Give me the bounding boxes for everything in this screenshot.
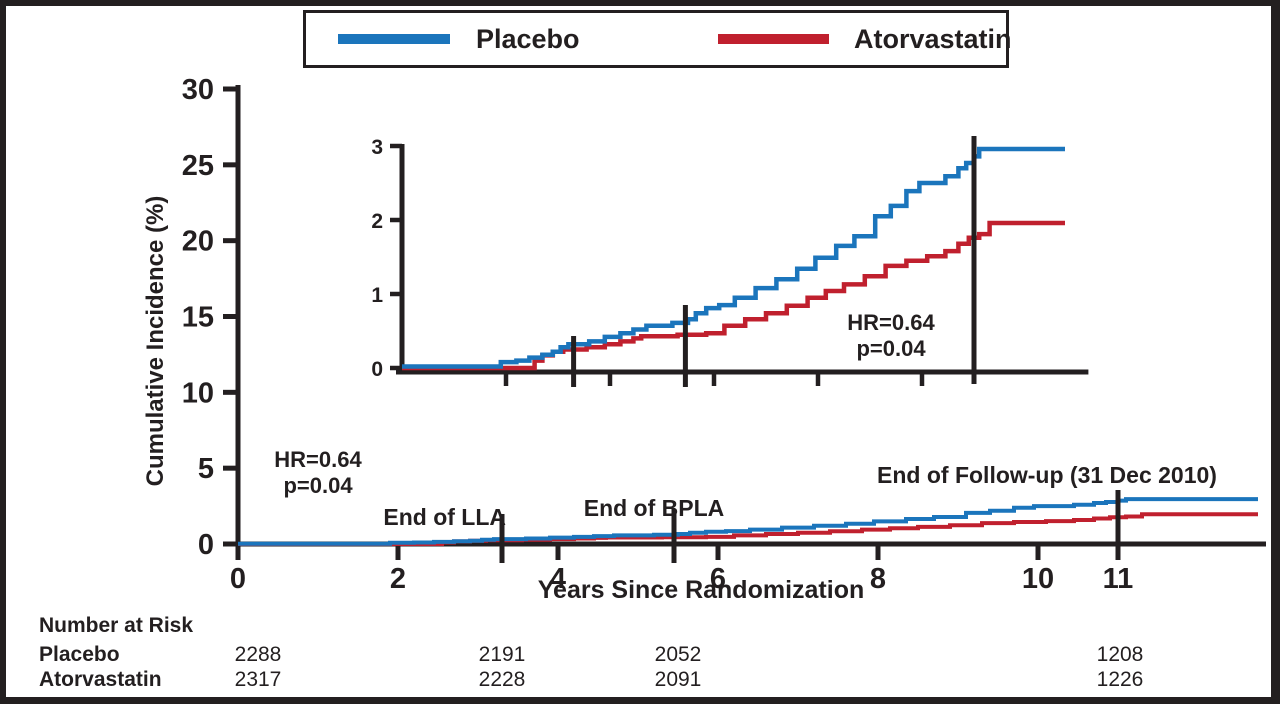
legend-label-placebo: Placebo [476, 24, 580, 54]
legend-label-atorvastatin: Atorvastatin [854, 24, 1012, 54]
main-x-tick-label: 2 [390, 563, 406, 595]
risk-value: 2228 [478, 668, 526, 691]
risk-value: 2317 [234, 668, 282, 691]
inset-curve-atorvastatin [402, 220, 1065, 371]
main-x-tick-label: 10 [1022, 563, 1054, 595]
main-x-tick-label: 8 [870, 563, 886, 595]
main-x-tick-label: 0 [230, 563, 246, 595]
main-y-tick-label: 0 [198, 529, 214, 561]
risk-row-label-atorvastatin: Atorvastatin [39, 668, 162, 691]
main-y-tick-label: 15 [182, 301, 214, 333]
inset-hr-text: HR=0.64 [847, 310, 935, 335]
risk-value: 2091 [654, 668, 702, 691]
atorvastatin-line-swatch [718, 34, 829, 44]
inset-y-tick-label: 2 [371, 210, 383, 233]
inset-curve-placebo [402, 146, 1065, 369]
end-of-followup-label: End of Follow-up (31 Dec 2010) [877, 462, 1217, 488]
main-x-tick-label: 4 [550, 563, 566, 595]
main-curve-placebo [238, 497, 1258, 546]
main-x-tick-label: 6 [710, 563, 726, 595]
main-y-tick-label: 30 [182, 74, 214, 106]
risk-value: 1208 [1096, 643, 1144, 666]
legend-box: Placebo Atorvastatin [303, 10, 1012, 68]
inset-y-tick-label: 1 [371, 284, 383, 307]
inset-y-tick-label: 0 [371, 358, 383, 381]
main-y-tick-label: 25 [182, 150, 214, 182]
end-of-lla-label: End of LLA [383, 504, 506, 530]
main-y-tick-label: 20 [182, 226, 214, 258]
main-y-tick-label: 10 [182, 377, 214, 409]
risk-table-title: Number at Risk [39, 614, 194, 637]
main-x-tick-label: 11 [1103, 563, 1134, 595]
main-y-tick-label: 5 [198, 453, 214, 485]
inset-y-tick-label: 3 [371, 136, 383, 159]
y-axis-title: Cumulative Incidence (%) [142, 195, 169, 487]
risk-row-label-placebo: Placebo [39, 643, 120, 666]
end-of-bpla-label: End of BPLA [583, 495, 725, 521]
chart-canvas: 0 5 10 15 20 25 30 0 2 4 6 8 10 11 0 1 2 3 [182, 74, 1266, 595]
risk-value: 2191 [478, 643, 526, 666]
inset-hr-annotation: HR=0.64 p=0.04 [847, 310, 934, 362]
main-hr-annotation: HR=0.64 p=0.04 [274, 447, 361, 499]
placebo-line-swatch [338, 34, 450, 44]
risk-value: 2288 [234, 643, 282, 666]
inset-p-text: p=0.04 [856, 336, 926, 361]
main-hr-text: HR=0.64 [274, 447, 362, 472]
main-p-text: p=0.04 [283, 473, 353, 498]
risk-value: 2052 [654, 643, 702, 666]
risk-value: 1226 [1096, 668, 1144, 691]
x-axis-title: Years Since Randomization [537, 576, 865, 604]
